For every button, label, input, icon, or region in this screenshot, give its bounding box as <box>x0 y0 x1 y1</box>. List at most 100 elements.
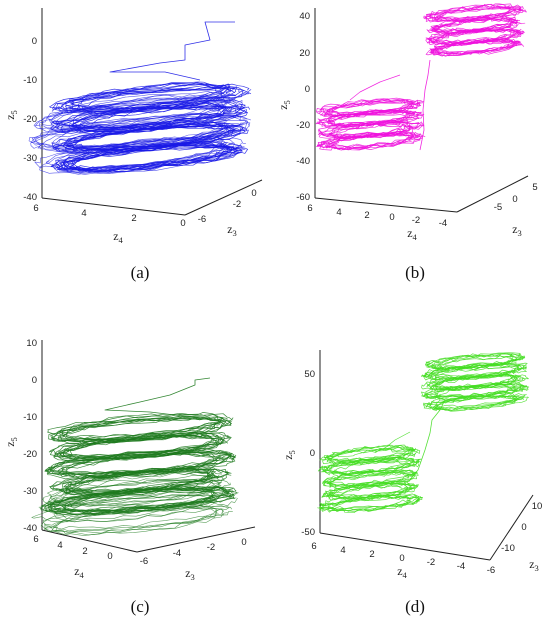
x-axis-label: z4 <box>407 226 417 242</box>
x-tick: 4 <box>340 545 345 556</box>
panel-label: (b) <box>405 263 425 282</box>
trajectory-path <box>104 377 211 419</box>
trajectory-loop <box>316 100 422 118</box>
x-tick: 6 <box>311 541 316 552</box>
trajectory-loop <box>55 105 246 133</box>
trajectory-loop <box>48 94 231 129</box>
x-axis-line <box>319 532 491 561</box>
x-tick: 2 <box>82 546 87 557</box>
trajectory-loop <box>39 141 245 175</box>
trajectory-loop <box>316 133 421 151</box>
trajectory-loop <box>37 119 243 154</box>
trajectory-loop <box>44 449 235 476</box>
trajectory-loop <box>327 495 411 514</box>
z-tick: -10 <box>23 412 37 423</box>
y-axis-line <box>184 179 263 216</box>
trajectory-loop <box>426 18 526 36</box>
y-tick: -5 <box>494 202 502 213</box>
trajectory-loop <box>42 96 239 130</box>
trajectory-loop <box>47 472 225 502</box>
trajectory-loop <box>325 481 416 498</box>
panel-label: (c) <box>131 597 150 616</box>
y-axis-label: z3 <box>512 222 522 238</box>
y-tick: 0 <box>241 537 246 548</box>
z-tick: -40 <box>296 156 310 167</box>
z-tick: -20 <box>23 449 37 460</box>
x-tick: 4 <box>336 207 341 218</box>
trajectory-loop <box>50 507 219 536</box>
z-tick: -30 <box>23 486 37 497</box>
y-tick: -6 <box>198 214 206 225</box>
x-tick: 2 <box>364 210 369 221</box>
trajectory-loop <box>316 132 426 149</box>
x-tick: 2 <box>131 213 136 224</box>
z-tick: -20 <box>296 120 310 131</box>
trajectory-loop <box>53 495 217 523</box>
x-tick: -2 <box>427 557 435 568</box>
trajectory-loop <box>424 383 528 398</box>
trajectory-loop <box>65 415 217 441</box>
trajectory-loop <box>50 448 232 475</box>
z-axis-label: z5 <box>276 100 292 110</box>
x-axis-label: z4 <box>74 564 84 580</box>
trajectory-loop <box>324 446 416 462</box>
x-tick: -2 <box>412 215 420 226</box>
y-tick: 0 <box>251 188 256 199</box>
trajectory-loop <box>423 394 530 411</box>
y-tick: 5 <box>532 182 537 193</box>
z-tick: -50 <box>301 527 315 538</box>
trajectory-loop <box>43 507 224 536</box>
y-tick: -10 <box>501 543 515 554</box>
trajectory-loop <box>425 41 525 57</box>
y-axis-label: z3 <box>529 557 539 573</box>
x-tick: -4 <box>457 561 465 572</box>
trajectory-loop <box>48 430 232 458</box>
trajectory-loop <box>28 112 251 148</box>
z-axis-label: z5 <box>281 450 297 460</box>
x-tick: 0 <box>107 551 112 562</box>
y-axis-line <box>456 175 529 213</box>
y-tick: -6 <box>140 556 148 567</box>
panel-a: 0 -10 -20 -30 -40 6 4 2 0 -6 -2 0 z5 z4 … <box>3 8 263 282</box>
trajectory-c <box>31 377 239 536</box>
x-tick: 0 <box>389 212 394 223</box>
trajectory-loop <box>320 101 421 118</box>
trajectory-loop <box>34 135 246 171</box>
trajectory-loop <box>62 143 239 173</box>
trajectory-loop <box>430 354 519 370</box>
z-tick: -40 <box>23 523 37 534</box>
x-tick: 6 <box>33 534 38 545</box>
x-tick: 2 <box>369 549 374 560</box>
trajectory-loop <box>429 39 521 57</box>
trajectory-loop <box>45 135 236 170</box>
y-tick: 0 <box>521 522 526 533</box>
z-axis-label: z5 <box>3 110 19 120</box>
z-tick: 0 <box>310 448 315 459</box>
y-axis-label: z3 <box>227 222 237 238</box>
y-tick: -2 <box>207 542 215 553</box>
trajectory-loop <box>49 466 231 493</box>
trajectory-loop <box>59 413 223 440</box>
panel-b: 40 20 0 -20 -40 -60 6 4 2 0 -2 -4 -5 0 5… <box>276 3 538 282</box>
panel-c: 10 0 -10 -20 -30 -40 6 4 2 0 -6 -4 -2 0 … <box>3 338 256 616</box>
panel-label: (a) <box>131 263 150 282</box>
trajectory-loop <box>54 491 215 521</box>
z-tick: 0 <box>32 36 37 47</box>
trajectory-b <box>315 3 527 151</box>
panel-d: 50 0 -50 6 4 2 0 -2 -4 -6 -10 0 10 z5 z4… <box>281 350 542 616</box>
trajectory-loop <box>423 392 527 408</box>
x-tick: 6 <box>33 203 38 214</box>
x-axis-line <box>314 197 458 213</box>
z-tick: -30 <box>23 153 37 164</box>
trajectory-loop <box>319 446 421 463</box>
x-tick: 0 <box>180 218 185 229</box>
trajectory-path <box>349 74 401 101</box>
trajectory-loop <box>69 82 231 110</box>
z-axis-label: z5 <box>3 437 19 447</box>
x-axis-line <box>41 197 186 216</box>
panel-label: (d) <box>405 597 425 616</box>
trajectory-loop <box>317 456 422 475</box>
trajectory-loop <box>434 374 517 391</box>
z-tick: 10 <box>26 338 37 349</box>
